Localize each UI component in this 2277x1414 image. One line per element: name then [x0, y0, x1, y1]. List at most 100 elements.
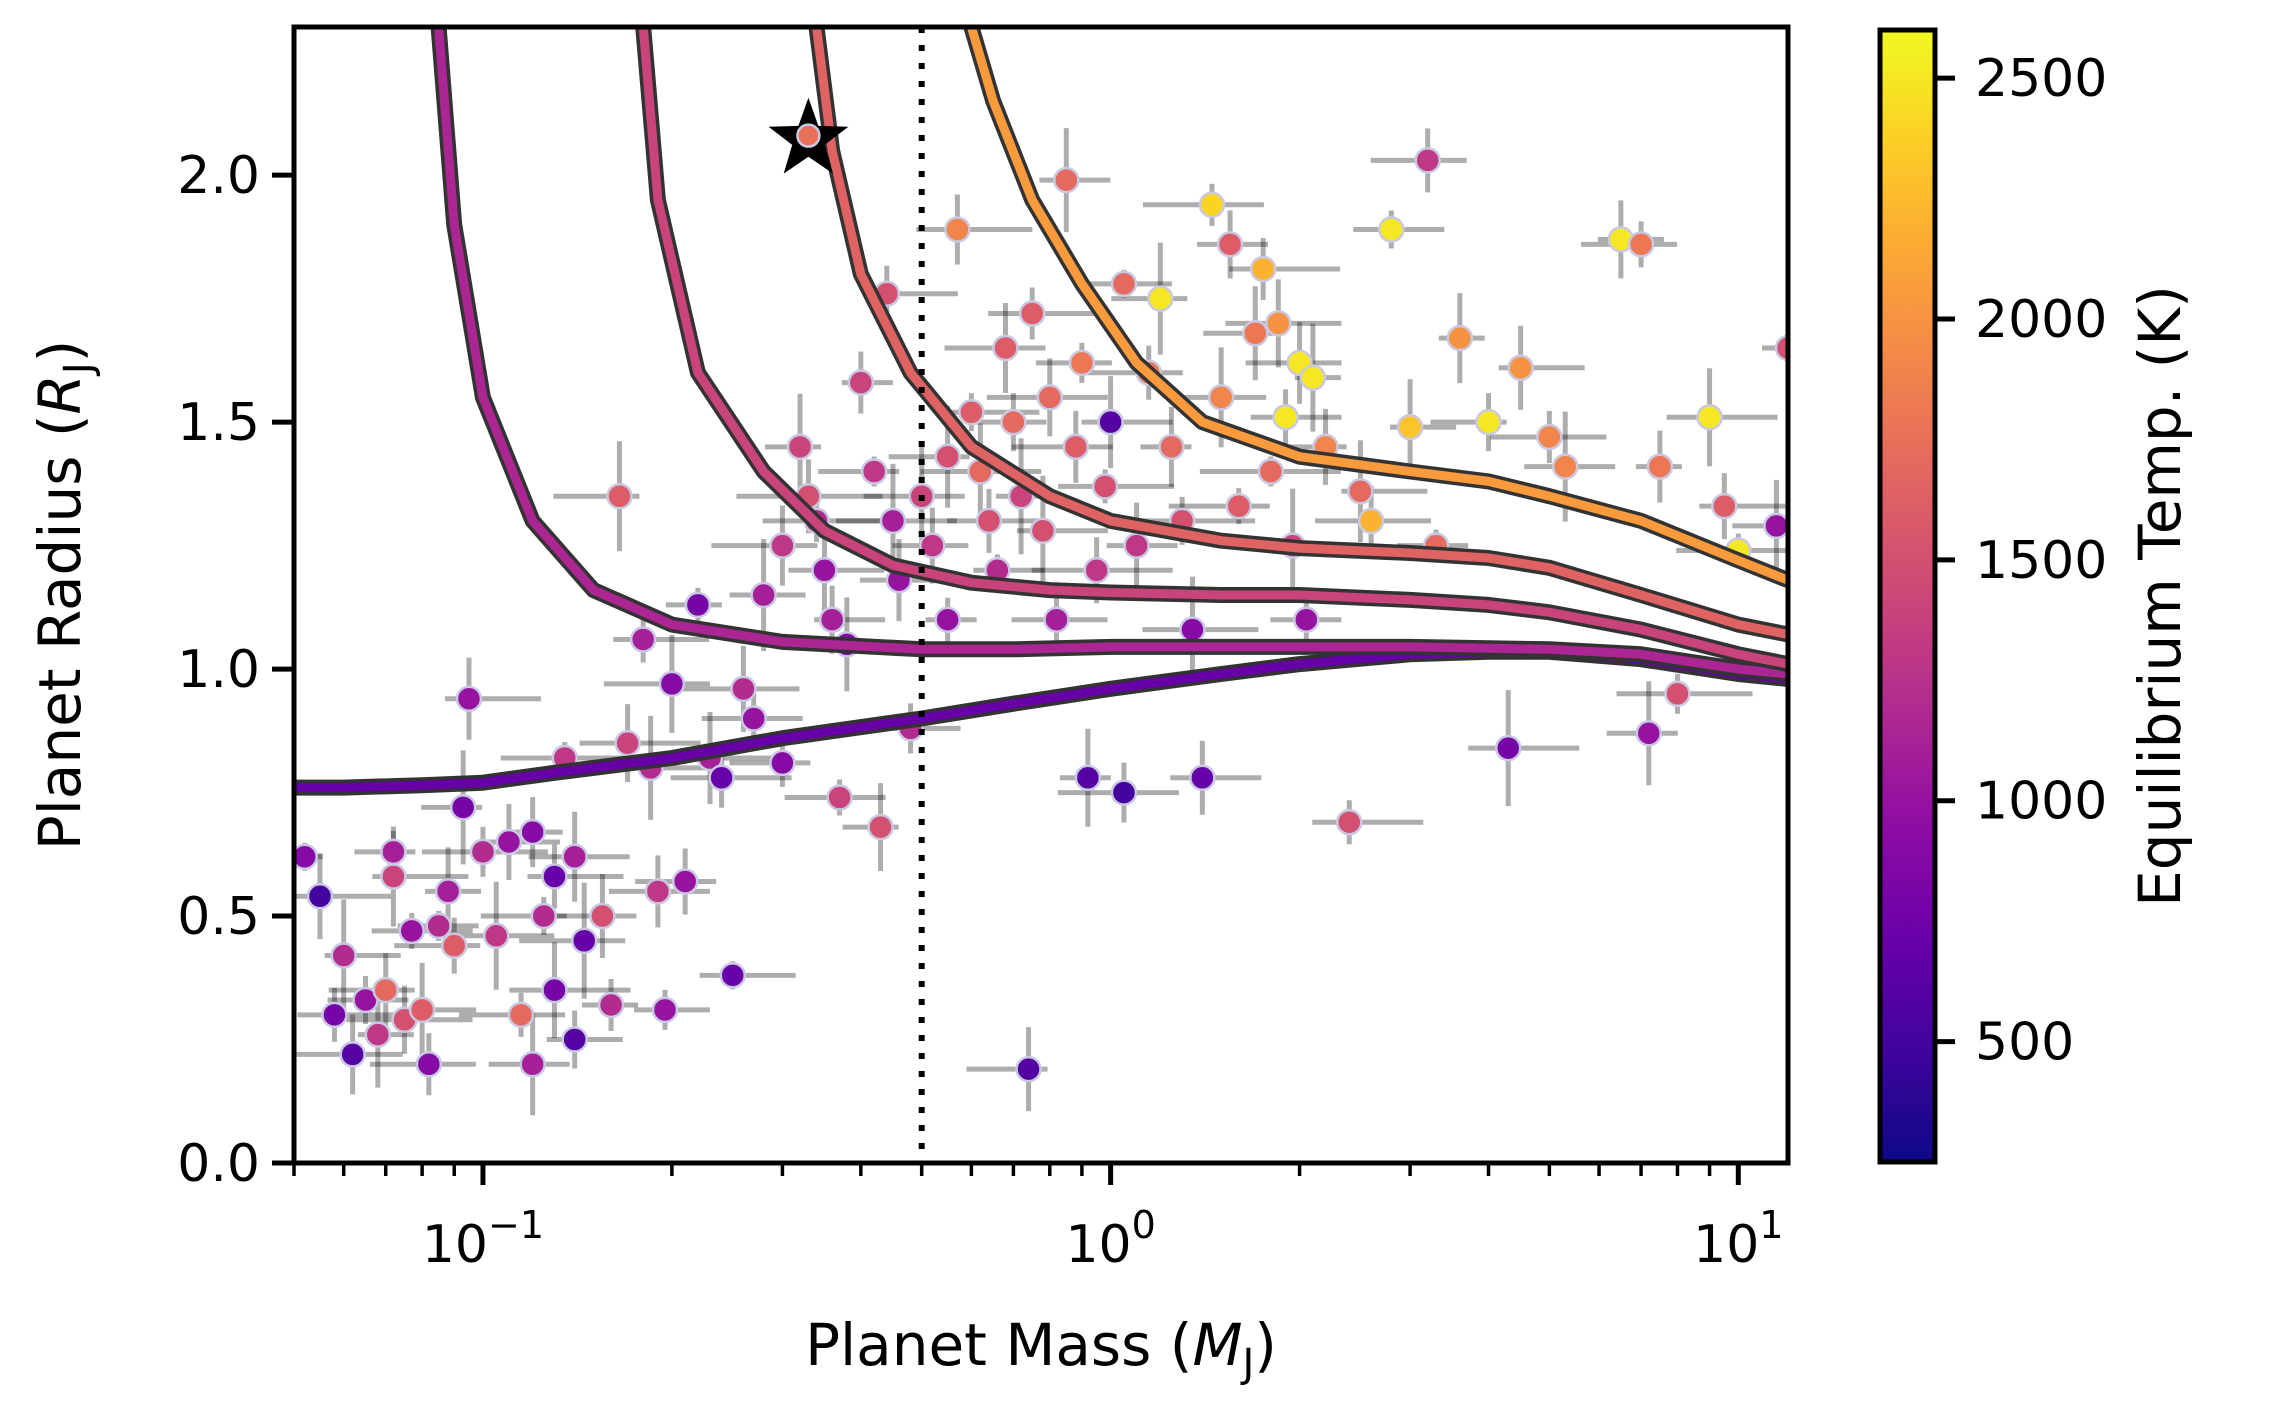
colorbar-tick-label: 500: [1975, 1013, 2074, 1073]
planet-point: [658, 670, 686, 698]
planet-point: [1396, 413, 1424, 441]
plot-frame: [291, 24, 1791, 1166]
planet-point: [730, 675, 757, 703]
planet-point: [1198, 191, 1226, 219]
planet-point: [330, 942, 357, 969]
y-axis-title: Planet Radius (RJ): [26, 340, 102, 851]
planet-point: [1646, 453, 1674, 480]
curve-teq-700: [294, 643, 1788, 796]
model-curves: [294, 27, 1788, 796]
planet-point: [1551, 453, 1579, 480]
planet-point: [671, 868, 699, 895]
planet-point: [425, 912, 452, 940]
planet-point: [1299, 364, 1327, 391]
planet-point: [561, 1026, 588, 1053]
planet-point: [597, 991, 625, 1019]
x-tick-label: 101: [1693, 1203, 1783, 1275]
planet-point: [1272, 403, 1299, 431]
planet-point: [786, 433, 814, 461]
planet-point: [975, 507, 1003, 535]
colorbar-tick-label: 1000: [1975, 772, 2107, 832]
planet-point: [1635, 720, 1663, 747]
planet-point: [408, 996, 436, 1024]
planet-point: [1494, 734, 1522, 762]
planet-point: [934, 443, 961, 470]
planet-point: [380, 863, 407, 890]
planet-point: [847, 369, 875, 396]
curve-teq-1150-line: [434, 27, 1788, 679]
plot-area: [291, 24, 1791, 1166]
planet-point: [1664, 680, 1691, 708]
planet-point: [944, 216, 971, 243]
y-tick-label: 0.5: [177, 887, 260, 947]
planet-point: [1225, 492, 1252, 520]
y-tick-label: 0.0: [177, 1134, 260, 1194]
planet-point: [1053, 166, 1080, 194]
planet-point: [1097, 408, 1124, 436]
planet-point: [1446, 324, 1474, 352]
planet-point: [1018, 300, 1046, 327]
planet-point: [589, 902, 616, 930]
highlight-point: [796, 123, 821, 148]
planet-point: [919, 532, 946, 559]
curve-teq-2050-line: [967, 27, 1788, 585]
planet-point: [1257, 458, 1285, 485]
planet-point: [519, 818, 546, 846]
planet-point: [1293, 606, 1320, 633]
planet-point: [750, 581, 777, 609]
planet-point: [879, 507, 907, 535]
planet-point: [769, 532, 796, 559]
curve-teq-700-line: [294, 647, 1788, 793]
planet-point: [482, 922, 510, 950]
planet-point: [1711, 492, 1738, 520]
planet-point: [684, 591, 712, 619]
planet-point: [867, 813, 894, 841]
curve-teq-1400: [635, 27, 1788, 672]
planet-point: [1068, 349, 1096, 377]
planet-point: [1265, 310, 1292, 337]
planet-point: [860, 458, 888, 485]
planet-point: [769, 749, 796, 777]
planet-point: [570, 927, 598, 954]
planet-point: [1336, 808, 1363, 836]
y-axis: 0.0 0.5 1.0 1.5 2.0: [177, 146, 294, 1194]
colorbar-tick-label: 1500: [1975, 531, 2107, 591]
planet-point: [1536, 423, 1563, 451]
planet-point: [1207, 384, 1235, 411]
planet-point: [1000, 408, 1027, 436]
planet-point: [958, 399, 985, 426]
planet-point: [826, 784, 853, 811]
planet-point: [1242, 319, 1269, 347]
planet-point: [455, 685, 483, 712]
planet-point: [541, 863, 568, 890]
planet-point: [934, 606, 961, 633]
y-tick-label: 2.0: [177, 146, 260, 206]
planet-point: [449, 794, 477, 821]
planet-point: [1696, 403, 1723, 431]
planet-point: [1036, 384, 1064, 411]
planet-point: [1110, 779, 1138, 806]
y-tick-label: 1.0: [177, 640, 260, 700]
planet-point: [495, 828, 523, 856]
planet-point: [507, 1001, 535, 1029]
curve-teq-700-outline: [294, 643, 1788, 796]
planet-point: [1043, 606, 1070, 633]
planet-point: [740, 705, 767, 732]
x-axis: 10−1 100 101: [292, 1163, 1783, 1275]
planet-point: [1158, 433, 1185, 461]
planet-point: [519, 1050, 546, 1078]
colorbar-label: Equilibrium Temp. (K): [2126, 285, 2194, 907]
planet-point: [1179, 616, 1206, 643]
planet-point: [339, 1041, 366, 1068]
planet-point: [811, 557, 838, 584]
highlight-planet: [768, 97, 849, 174]
planet-point: [294, 843, 318, 871]
planet-point: [651, 996, 679, 1024]
planet-point: [1015, 1055, 1042, 1083]
planet-point: [561, 843, 588, 871]
planet-point: [541, 976, 568, 1004]
planet-point: [1774, 334, 1788, 362]
planet-point: [398, 917, 425, 945]
planet-point: [1347, 478, 1374, 505]
